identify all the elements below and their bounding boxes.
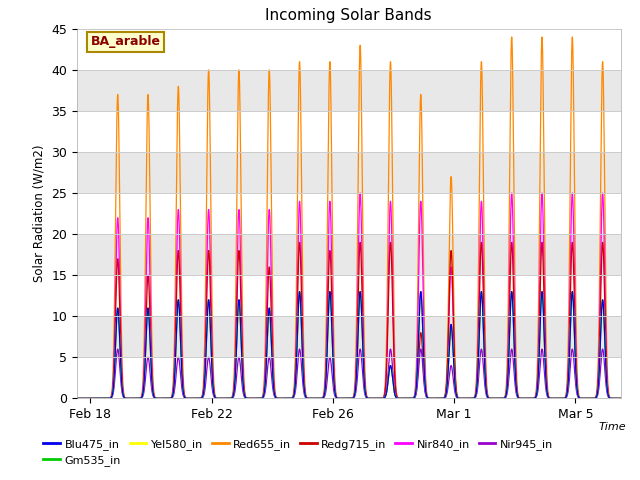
Y-axis label: Solar Radiation (W/m2): Solar Radiation (W/m2): [33, 145, 45, 282]
Bar: [77, 111, 621, 152]
Bar: [77, 275, 621, 316]
Bar: [77, 316, 621, 357]
Text: BA_arable: BA_arable: [90, 36, 161, 48]
Legend: Blu475_in, Gm535_in, Yel580_in, Red655_in, Redg715_in, Nir840_in, Nir945_in: Blu475_in, Gm535_in, Yel580_in, Red655_i…: [39, 434, 557, 470]
Bar: [77, 357, 621, 398]
Bar: [77, 234, 621, 275]
Text: Time: Time: [598, 422, 626, 432]
Bar: [77, 70, 621, 111]
Bar: [77, 193, 621, 234]
Bar: [77, 152, 621, 193]
Bar: [77, 29, 621, 70]
Title: Incoming Solar Bands: Incoming Solar Bands: [266, 9, 432, 24]
